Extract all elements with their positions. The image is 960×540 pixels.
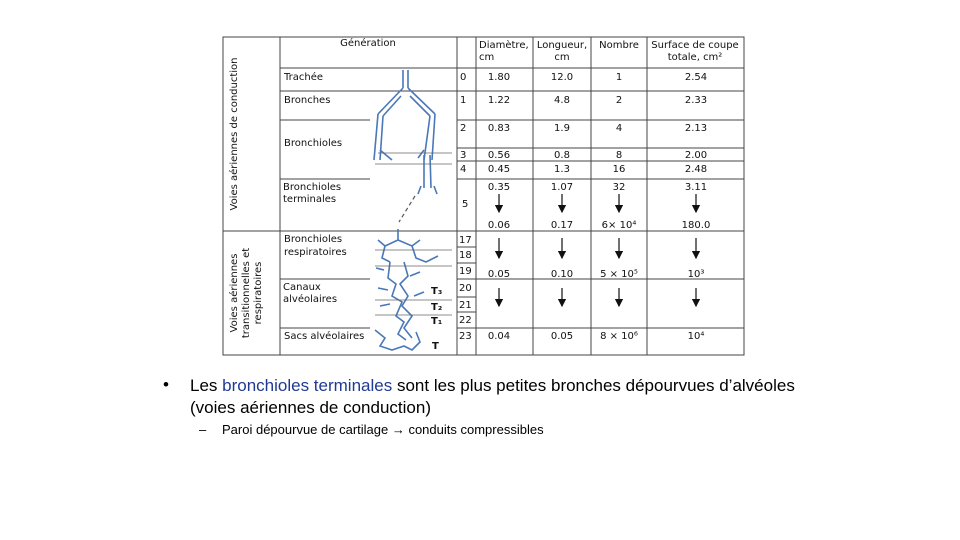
header-diametre-1: Diamètre, — [479, 39, 529, 51]
row-names: Trachée Bronches Bronchioles Bronchioles… — [283, 71, 364, 342]
nombre-gen-5-start: 32 — [613, 182, 626, 193]
row-name-bronchioles-respiratoires-1: Bronchioles — [284, 234, 342, 245]
surface-gen-19: 10³ — [688, 269, 705, 280]
zone-label-transition-1: Voies aériennes — [228, 254, 240, 333]
header-generation: Génération — [340, 37, 396, 49]
diam-gen-5-end: 0.06 — [488, 220, 510, 231]
airway-generations-table: Voies aériennes de conduction Voies aéri… — [222, 36, 745, 356]
values-nombre: 1 2 4 8 16 32 6× 10⁴ 5 × 10⁵ 8 × 10⁶ — [600, 72, 638, 342]
row-name-canaux-alveolaires-1: Canaux — [283, 282, 321, 293]
gen-23: 23 — [459, 331, 472, 342]
generation-tick-lines — [375, 152, 452, 316]
long-gen-1: 4.8 — [554, 95, 570, 106]
gen-5: 5 — [462, 199, 468, 210]
row-name-bronchioles-respiratoires-2: respiratoires — [284, 247, 347, 258]
long-gen-2: 1.9 — [554, 123, 570, 134]
gen-1: 1 — [460, 95, 466, 106]
sub-bullet-text: Paroi dépourvue de cartilage → conduits … — [222, 422, 544, 437]
row-name-trachee: Trachée — [283, 71, 323, 83]
bullet-line2: (voies aériennes de conduction) — [190, 398, 431, 417]
nombre-gen-1: 2 — [616, 95, 622, 106]
generation-numbers: 0 1 2 3 4 5 17 18 19 20 21 22 23 — [459, 72, 472, 342]
diam-gen-5-start: 0.35 — [488, 182, 510, 193]
row-name-bronchioles: Bronchioles — [284, 138, 342, 149]
nombre-gen-3: 8 — [616, 150, 622, 161]
row-name-bronchioles-terminales-1: Bronchioles — [283, 182, 341, 193]
gen-2: 2 — [460, 123, 466, 134]
gen-4: 4 — [460, 164, 466, 175]
long-gen-4: 1.3 — [554, 164, 570, 175]
nombre-gen-19: 5 × 10⁵ — [600, 269, 638, 280]
row-name-bronches: Bronches — [284, 95, 330, 106]
transition-labels: T₃ T₂ T₁ T — [431, 286, 442, 352]
diam-gen-1: 1.22 — [488, 95, 510, 106]
header-longueur-2: cm — [554, 52, 569, 63]
bronchial-tree-illustration — [373, 70, 439, 351]
gen-18: 18 — [459, 250, 472, 261]
values-surface: 2.54 2.33 2.13 2.00 2.48 3.11 180.0 10³ … — [682, 72, 711, 342]
surface-gen-3: 2.00 — [685, 150, 707, 161]
long-gen-5-start: 1.07 — [551, 182, 573, 193]
diam-gen-3: 0.56 — [488, 150, 510, 161]
zone-label-conduction: Voies aériennes de conduction — [228, 57, 240, 210]
t2-label: T₂ — [431, 302, 442, 313]
gen-0: 0 — [460, 72, 466, 83]
gen-21: 21 — [459, 300, 472, 311]
row-name-bronchioles-terminales-2: terminales — [283, 194, 336, 205]
header-surface-1: Surface de coupe — [651, 40, 738, 51]
row-name-sacs-alveolaires: Sacs alvéolaires — [284, 330, 364, 342]
surface-gen-4: 2.48 — [685, 164, 707, 175]
zone-label-transition-2: transitionnelles et — [241, 248, 252, 338]
sub-bullet-arrow: → — [391, 422, 405, 437]
table-grid — [222, 36, 745, 356]
nombre-gen-4: 16 — [613, 164, 626, 175]
diam-gen-2: 0.83 — [488, 123, 510, 134]
bullet-highlight: bronchioles terminales — [222, 376, 393, 395]
gen-19: 19 — [459, 266, 472, 277]
surface-gen-5-start: 3.11 — [685, 182, 707, 193]
sub-bullet-marker: – — [199, 422, 207, 437]
bullet-suffix: sont les plus petites bronches dépourvue… — [392, 376, 795, 395]
t-label: T — [432, 341, 439, 352]
table-header: Génération Diamètre, cm Longueur, cm Nom… — [340, 37, 739, 63]
surface-gen-0: 2.54 — [685, 72, 707, 83]
t1-label: T₁ — [431, 316, 442, 327]
header-longueur-1: Longueur, — [537, 40, 587, 51]
surface-gen-5-end: 180.0 — [682, 220, 711, 231]
gen-17: 17 — [459, 235, 472, 246]
gen-22: 22 — [459, 315, 472, 326]
bullet-text: Les bronchioles terminales sont les plus… — [190, 375, 810, 419]
long-gen-0: 12.0 — [551, 72, 573, 83]
long-gen-3: 0.8 — [554, 150, 570, 161]
gen-3: 3 — [460, 150, 466, 161]
nombre-gen-2: 4 — [616, 123, 622, 134]
zone-label-transition-3: respiratoires — [253, 262, 264, 325]
header-surface-2: totale, cm² — [668, 52, 723, 63]
gen-20: 20 — [459, 283, 472, 294]
sub-bullet-prefix: Paroi dépourvue de cartilage — [222, 422, 392, 437]
diam-gen-19: 0.05 — [488, 269, 510, 280]
nombre-gen-5-end: 6× 10⁴ — [602, 220, 637, 231]
header-nombre: Nombre — [599, 40, 639, 51]
row-name-canaux-alveolaires-2: alvéolaires — [283, 293, 337, 305]
values-longueur: 12.0 4.8 1.9 0.8 1.3 1.07 0.17 0.10 0.05 — [551, 72, 573, 342]
sub-bullet-suffix: conduits compressibles — [404, 422, 544, 437]
bullet-marker: • — [163, 375, 169, 394]
values-diametre: 1.80 1.22 0.83 0.56 0.45 0.35 0.06 0.05 … — [488, 72, 510, 342]
surface-gen-1: 2.33 — [685, 95, 707, 106]
long-gen-19: 0.10 — [551, 269, 573, 280]
nombre-gen-0: 1 — [616, 72, 622, 83]
bullet-prefix: Les — [190, 376, 223, 395]
diam-gen-23: 0.04 — [488, 331, 510, 342]
surface-gen-2: 2.13 — [685, 123, 707, 134]
t3-label: T₃ — [431, 286, 442, 297]
diam-gen-4: 0.45 — [488, 164, 510, 175]
trend-arrows — [494, 194, 701, 308]
header-diametre-2: cm — [479, 52, 494, 63]
surface-gen-23: 10⁴ — [688, 331, 705, 342]
long-gen-5-end: 0.17 — [551, 220, 573, 231]
long-gen-23: 0.05 — [551, 331, 573, 342]
nombre-gen-23: 8 × 10⁶ — [600, 331, 638, 342]
diam-gen-0: 1.80 — [488, 72, 510, 83]
